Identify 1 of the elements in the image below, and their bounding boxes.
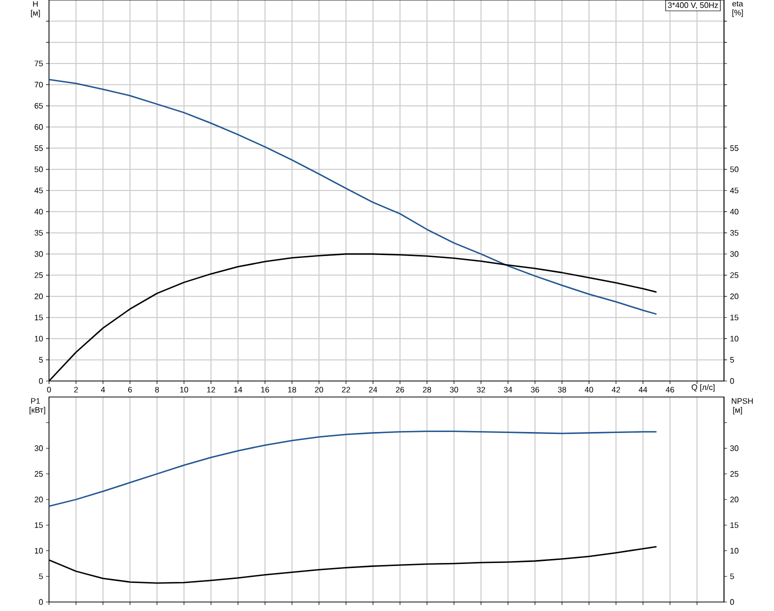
line-series xyxy=(49,78,658,315)
